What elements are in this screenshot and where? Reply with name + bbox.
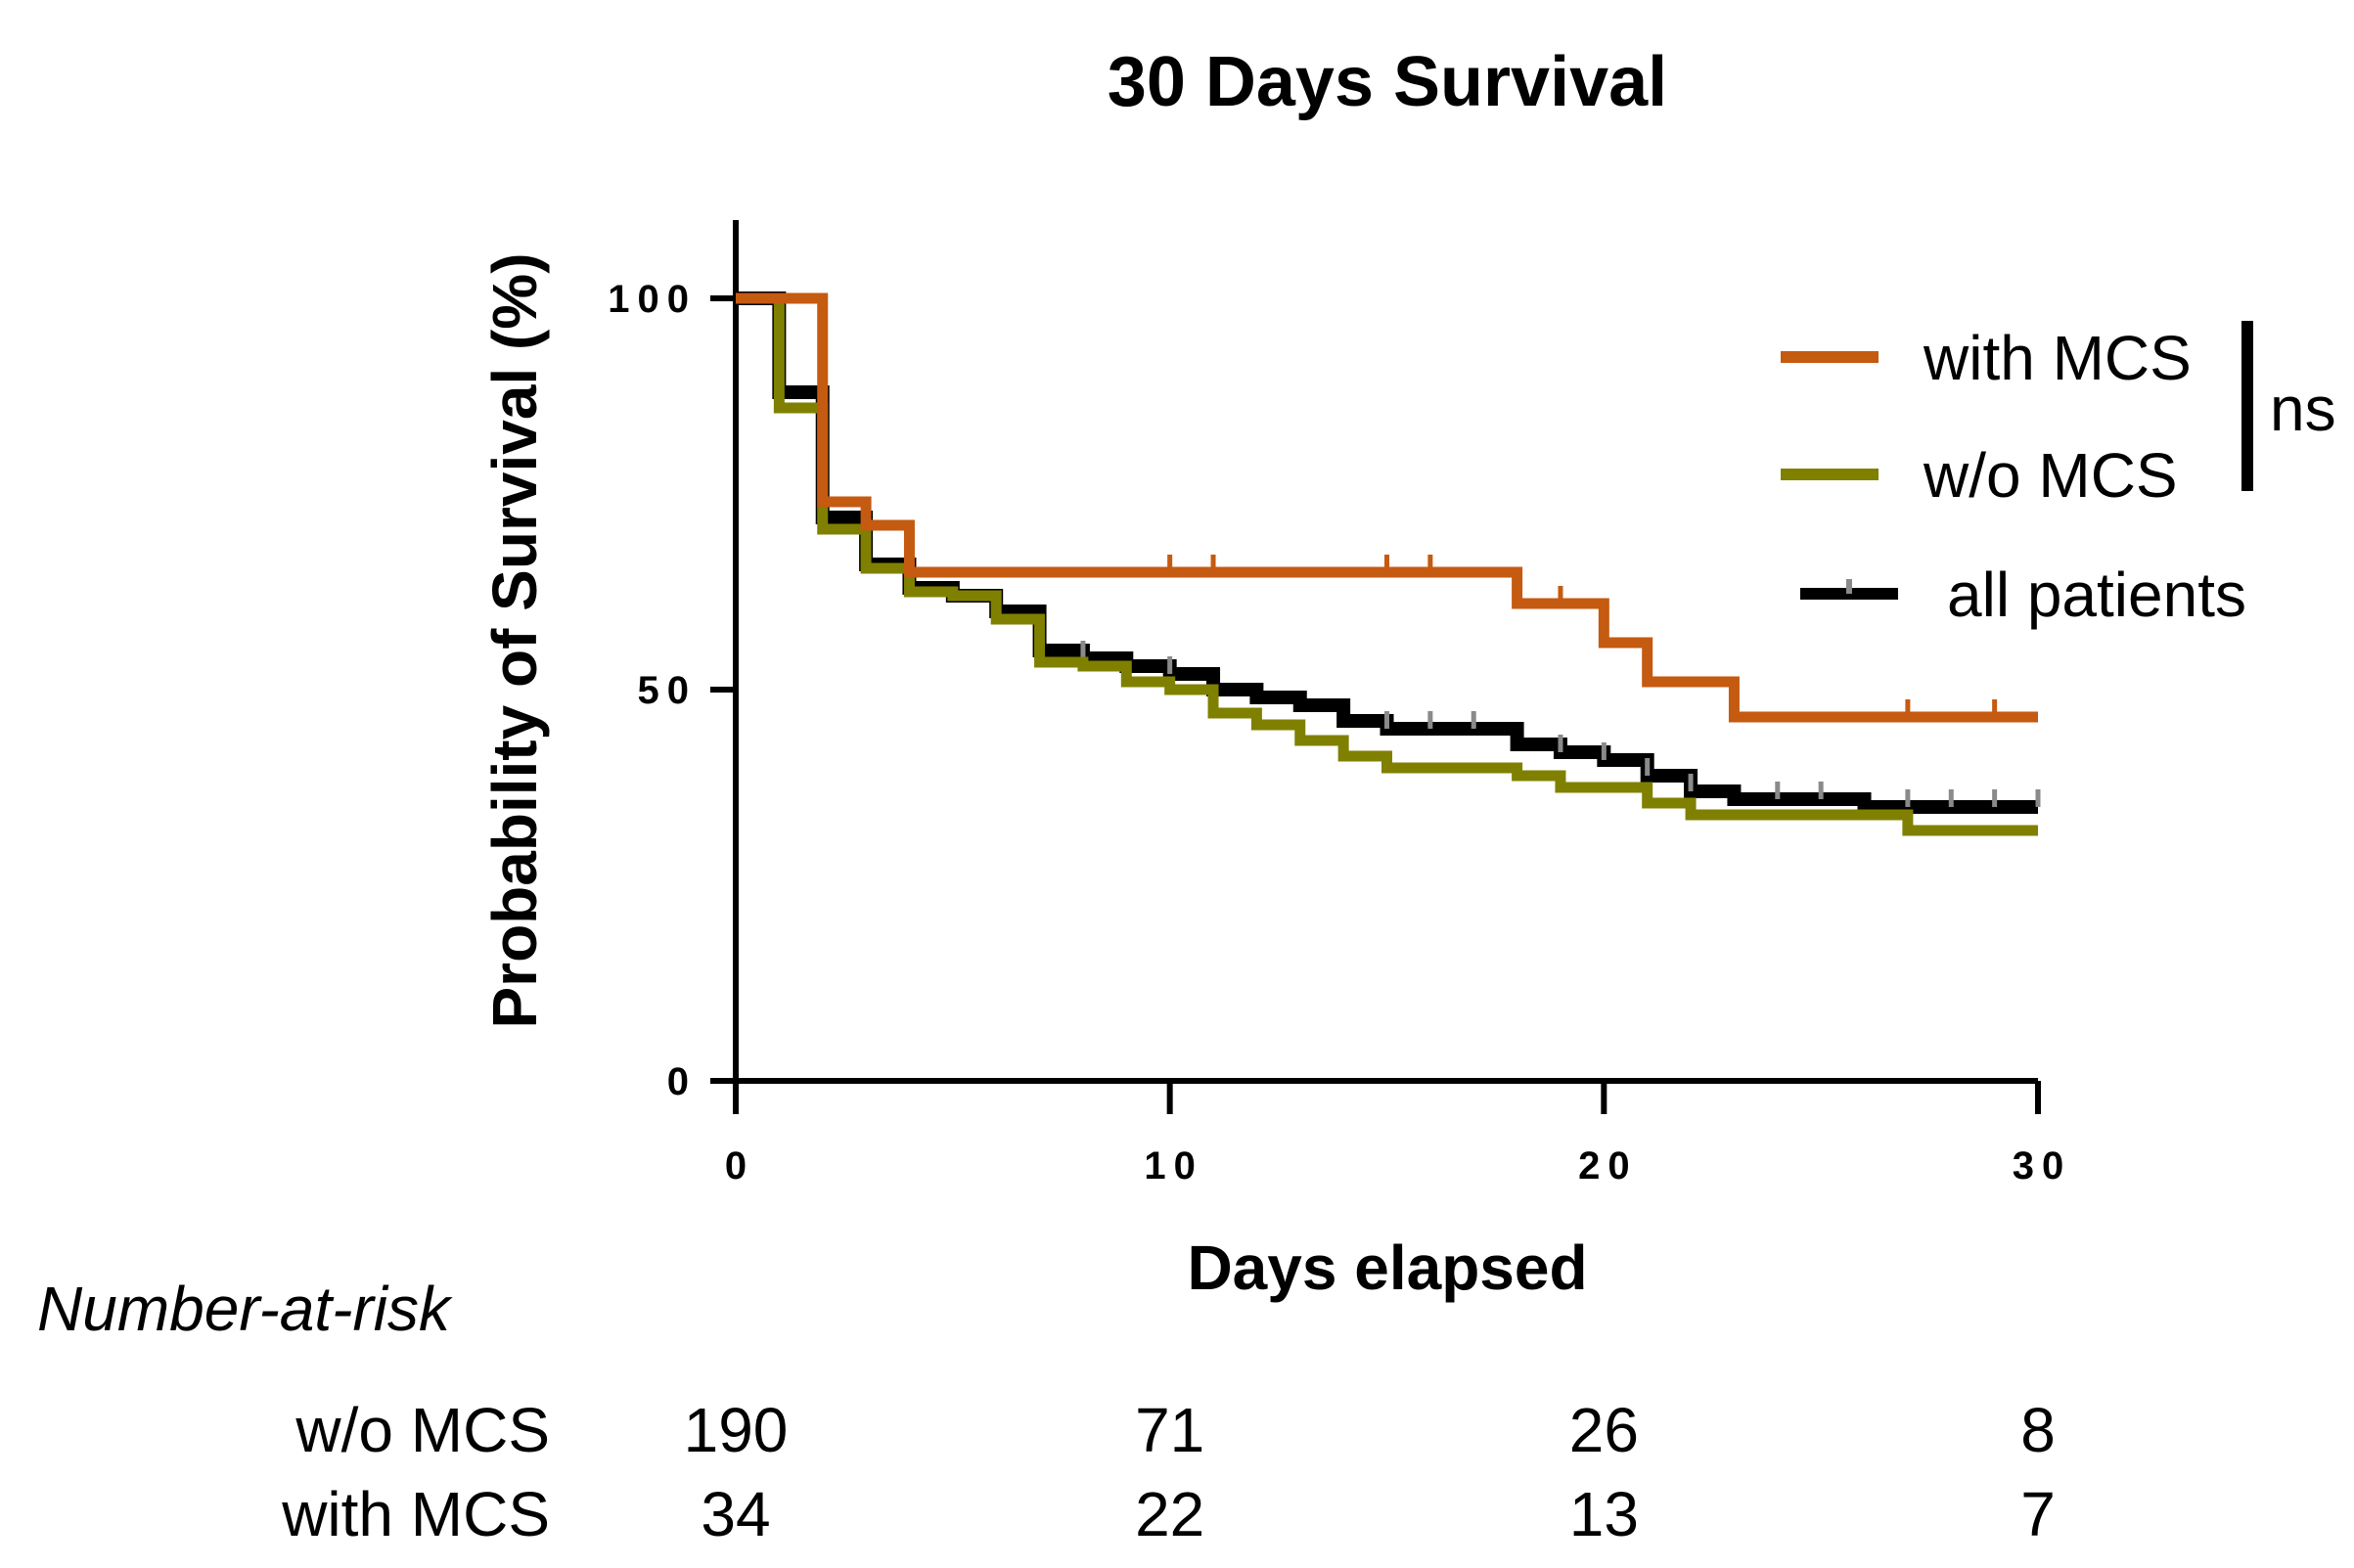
legend-label-with-mcs: with MCS <box>1923 323 2192 393</box>
y-tick-label: 0 <box>667 1060 697 1103</box>
risk-value: 71 <box>1135 1395 1204 1465</box>
y-axis-title: Probability of Survival (%) <box>479 252 550 1028</box>
risk-value: 34 <box>701 1479 770 1549</box>
series-line-w-o-mcs <box>736 292 2038 836</box>
risk-value: 8 <box>2020 1395 2056 1465</box>
series-line-with-mcs <box>736 292 2038 723</box>
legend-label-all-patients: all patients <box>1947 560 2246 630</box>
x-tick-label: 20 <box>1578 1144 1638 1187</box>
risk-value: 13 <box>1569 1479 1639 1549</box>
series-layer <box>736 291 2041 836</box>
series-line-all-patients <box>736 291 2038 814</box>
number-at-risk-heading: Number-at-risk <box>37 1274 453 1344</box>
risk-value: 26 <box>1569 1395 1639 1465</box>
number-at-risk-table: Number-at-risk w/o MCS 190 71 26 8 with MCS 34… <box>37 1274 2056 1549</box>
x-tick-label: 30 <box>2013 1144 2072 1187</box>
risk-value: 190 <box>684 1395 789 1465</box>
y-tick-label: 50 <box>638 669 698 712</box>
y-tick-label: 100 <box>608 278 697 321</box>
legend-label-wo-mcs: w/o MCS <box>1923 440 2178 511</box>
risk-row-label: w/o MCS <box>294 1395 550 1465</box>
legend: with MCS w/o MCS all patients ns <box>1781 321 2336 630</box>
axes: 0 50 100 0 10 20 30 <box>608 220 2072 1187</box>
significance-label: ns <box>2270 374 2336 444</box>
x-tick-label: 0 <box>725 1144 754 1187</box>
risk-value: 7 <box>2020 1479 2056 1549</box>
risk-row-label: with MCS <box>281 1479 550 1549</box>
chart-title: 30 Days Survival <box>1108 43 1667 121</box>
x-axis-title: Days elapsed <box>1187 1232 1587 1303</box>
risk-value: 22 <box>1135 1479 1204 1549</box>
x-tick-label: 10 <box>1144 1144 1203 1187</box>
